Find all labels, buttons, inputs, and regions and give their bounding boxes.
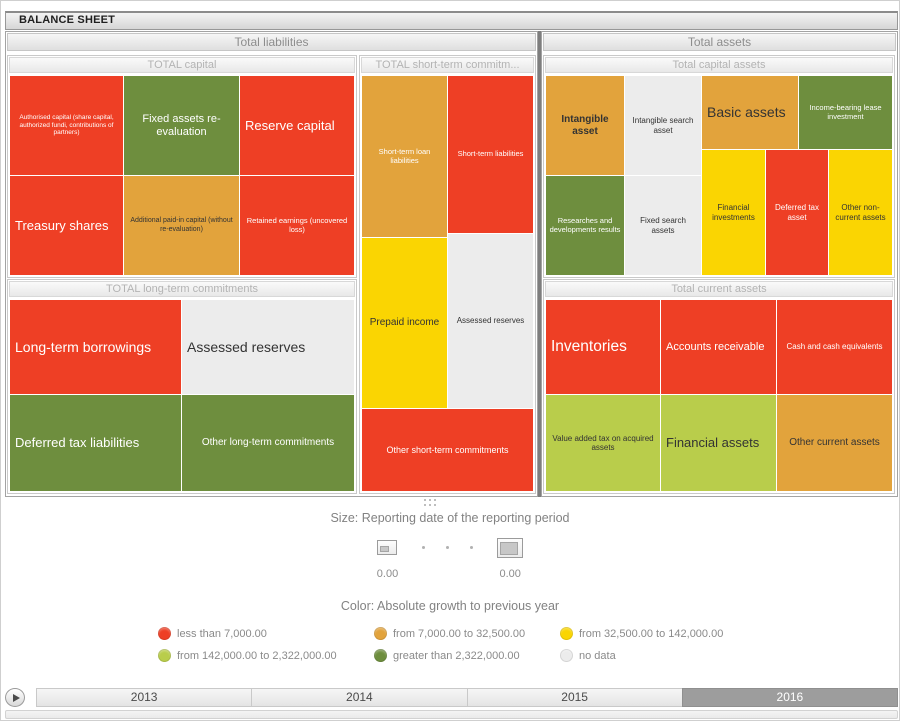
timeline-year-2014[interactable]: 2014 [251, 688, 468, 707]
timeline: 2013 2014 2015 2016 [5, 688, 898, 707]
assets-panel-header: Total assets [543, 33, 896, 51]
legend-color-dot [158, 627, 171, 640]
size-min: 0.00 [377, 537, 398, 580]
legend-item-label: from 7,000.00 to 32,500.00 [393, 627, 526, 640]
size-scale-dots [422, 546, 474, 549]
treemap-cell[interactable]: Treasury shares [10, 176, 123, 275]
legend-item-label: greater than 2,322,000.00 [393, 649, 520, 662]
group-total-capital: TOTAL capital Authorised capital (share … [7, 55, 357, 278]
legend-color-dot [560, 627, 573, 640]
size-min-value: 0.00 [376, 568, 399, 580]
group-cells: Intangible asset Intangible search asset… [546, 76, 892, 275]
group-header-total-capital: TOTAL capital [9, 57, 355, 73]
treemap-cell[interactable]: Basic assets [702, 76, 798, 149]
treemap-cell[interactable]: Other long-term commitments [182, 395, 354, 491]
color-legend-title: Color: Absolute growth to previous year [340, 599, 560, 613]
treemap-cell[interactable]: Other short-term commitments [362, 409, 533, 491]
treemap-cell[interactable]: Additional paid-in capital (without re-e… [124, 176, 239, 275]
treemap-cell[interactable]: Authorised capital (share capital, autho… [10, 76, 123, 175]
treemap-cell[interactable]: Financial assets [661, 395, 776, 491]
treemap-cell[interactable]: Inventories [546, 300, 660, 394]
size-max: 0.00 [497, 537, 524, 580]
treemap-cell[interactable]: Retained earnings (uncovered loss) [240, 176, 354, 275]
treemap-cell[interactable]: Assessed reserves [182, 300, 354, 394]
legend-color-dot [374, 649, 387, 662]
liabilities-panel: Total liabilities TOTAL capital Authoris… [5, 31, 538, 497]
treemap-cell[interactable]: Accounts receivable [661, 300, 776, 394]
treemap-cell[interactable]: Cash and cash equivalents [777, 300, 892, 394]
group-header-total-long-term: TOTAL long-term commitments [9, 281, 355, 297]
treemap-cell[interactable]: Prepaid income [362, 238, 447, 408]
treemap-cell[interactable]: Value added tax on acquired assets [546, 395, 660, 491]
legend-item-label: less than 7,000.00 [177, 627, 267, 640]
group-header-total-capital-assets: Total capital assets [545, 57, 893, 73]
size-scale: 0.00 0.00 [1, 537, 899, 580]
group-total-capital-assets: Total capital assets Intangible asset In… [543, 55, 895, 278]
liabilities-panel-header: Total liabilities [7, 33, 536, 51]
legend-item: no data [560, 649, 810, 662]
treemap-cell[interactable]: Deferred tax asset [766, 150, 828, 275]
group-cells: Long-term borrowings Assessed reserves D… [10, 300, 354, 491]
treemap-cell[interactable]: Assessed reserves [448, 234, 533, 408]
treemap-cell[interactable]: Other non-current assets [829, 150, 892, 275]
legend-item: greater than 2,322,000.00 [374, 649, 560, 662]
window-title: BALANCE SHEET [19, 14, 116, 26]
timeline-year-2013[interactable]: 2013 [36, 688, 253, 707]
group-total-current-assets: Total current assets Inventories Account… [543, 279, 895, 494]
size-legend-title: Size: Reporting date of the reporting pe… [330, 511, 570, 525]
legend-item-label: from 142,000.00 to 2,322,000.00 [177, 649, 337, 662]
group-cells: Short-term loan liabilities Short-term l… [362, 76, 533, 491]
legend-item: from 142,000.00 to 2,322,000.00 [158, 649, 374, 662]
treemap-cell[interactable]: Fixed search assets [625, 176, 701, 275]
size-max-icon [497, 537, 524, 558]
legend-item: less than 7,000.00 [158, 627, 374, 640]
treemap-cell[interactable]: Intangible search asset [625, 76, 701, 175]
assets-panel: Total assets Total capital assets Intang… [541, 31, 898, 497]
play-icon [12, 693, 20, 702]
legend-item-label: from 32,500.00 to 142,000.00 [579, 627, 724, 640]
treemap-cell[interactable]: Researches and developments results [546, 176, 624, 275]
timeline-year-2015[interactable]: 2015 [466, 688, 683, 707]
legend-item: from 32,500.00 to 142,000.00 [560, 627, 810, 640]
legend-color-dot [374, 627, 387, 640]
treemap-cell[interactable]: Short-term liabilities [448, 76, 533, 233]
group-total-long-term: TOTAL long-term commitments Long-term bo… [7, 279, 357, 494]
treemap-cell[interactable]: Income-bearing lease investment [799, 76, 892, 149]
treemap-cell[interactable]: Other current assets [777, 395, 892, 491]
group-header-total-short-term: TOTAL short-term commitm... [361, 57, 534, 73]
legend-item: from 7,000.00 to 32,500.00 [374, 627, 560, 640]
panel-splitter[interactable] [538, 31, 541, 497]
treemap-cell[interactable]: Short-term loan liabilities [362, 76, 447, 237]
group-total-short-term: TOTAL short-term commitm... Short-term l… [359, 55, 536, 494]
timeline-track[interactable] [5, 710, 898, 719]
treemap-cell[interactable]: Intangible asset [546, 76, 624, 175]
group-header-total-current-assets: Total current assets [545, 281, 893, 297]
group-cells: Authorised capital (share capital, autho… [10, 76, 354, 275]
treemap-cell[interactable]: Long-term borrowings [10, 300, 181, 394]
timeline-year-2016[interactable]: 2016 [681, 688, 898, 707]
legend-color-dot [158, 649, 171, 662]
collapse-handle[interactable] [424, 499, 436, 506]
window-title-bar: BALANCE SHEET [5, 11, 898, 30]
treemap-cell[interactable]: Reserve capital [240, 76, 354, 175]
legend-color-dot [560, 649, 573, 662]
size-min-icon [377, 540, 398, 555]
timeline-years: 2013 2014 2015 2016 [36, 688, 898, 707]
size-max-value: 0.00 [499, 568, 521, 580]
treemap-cell[interactable]: Deferred tax liabilities [10, 395, 181, 491]
play-button[interactable] [5, 688, 25, 707]
color-legend: less than 7,000.00 from 7,000.00 to 32,5… [158, 627, 810, 662]
group-cells: Inventories Accounts receivable Cash and… [546, 300, 892, 491]
treemap-cell[interactable]: Fixed assets re-evaluation [124, 76, 239, 175]
legend-item-label: no data [579, 649, 616, 662]
treemap-cell[interactable]: Financial investments [702, 150, 765, 275]
